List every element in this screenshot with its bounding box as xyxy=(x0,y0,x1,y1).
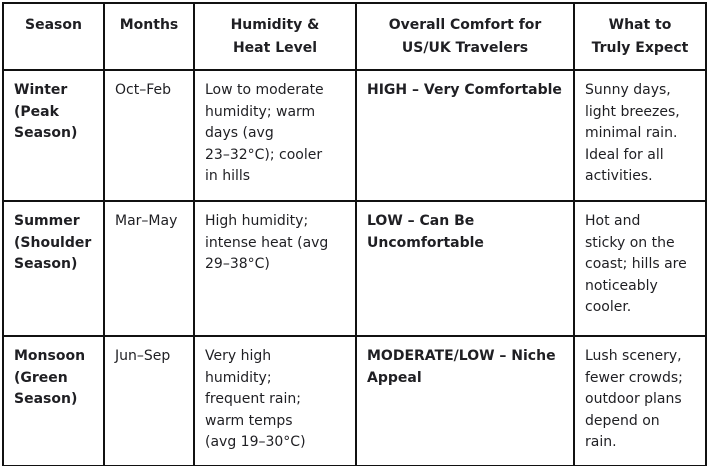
cell-season: Winter (Peak Season) xyxy=(2,69,105,202)
cell-comfort: LOW – Can Be Uncomfortable xyxy=(355,200,575,337)
col-header-overall-comfort: Overall Comfort for US/UK Travelers xyxy=(355,2,575,71)
cell-expect: Hot and sticky on the coast; hills are n… xyxy=(573,200,707,337)
table-row-monsoon: Monsoon (Green Season) Jun–Sep Very high… xyxy=(2,335,707,466)
col-header-humidity-heat: Humidity & Heat Level xyxy=(193,2,357,71)
col-header-months: Months xyxy=(103,2,195,71)
cell-humidity: Very high humidity; frequent rain; warm … xyxy=(193,335,357,466)
cell-season: Monsoon (Green Season) xyxy=(2,335,105,466)
header-row: Season Months Humidity & Heat Level Over… xyxy=(2,2,707,71)
cell-expect: Sunny days, light breezes, minimal rain.… xyxy=(573,69,707,202)
col-header-season: Season xyxy=(2,2,105,71)
cell-months: Oct–Feb xyxy=(103,69,195,202)
cell-humidity: High humidity; intense heat (avg 29–38°C… xyxy=(193,200,357,337)
table-row-winter: Winter (Peak Season) Oct–Feb Low to mode… xyxy=(2,69,707,202)
cell-comfort: HIGH – Very Comfortable xyxy=(355,69,575,202)
cell-months: Mar–May xyxy=(103,200,195,337)
cell-humidity: Low to moderate humidity; warm days (avg… xyxy=(193,69,357,202)
col-header-what-to-expect: What to Truly Expect xyxy=(573,2,707,71)
table-row-summer: Summer (Shoulder Season) Mar–May High hu… xyxy=(2,200,707,337)
cell-comfort: MODERATE/LOW – Niche Appeal xyxy=(355,335,575,466)
cell-season: Summer (Shoulder Season) xyxy=(2,200,105,337)
cell-expect: Lush scenery, fewer crowds; outdoor plan… xyxy=(573,335,707,466)
cell-months: Jun–Sep xyxy=(103,335,195,466)
